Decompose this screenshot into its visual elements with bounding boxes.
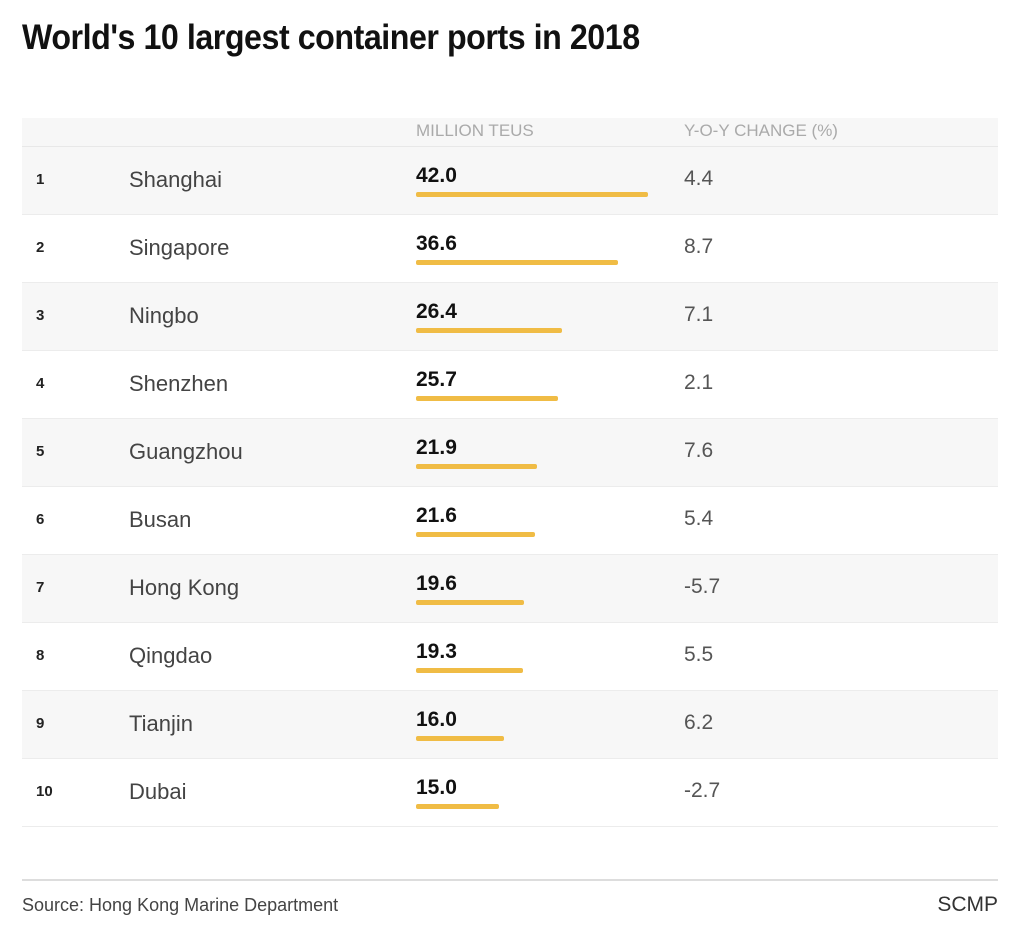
yoy-change: -2.7 — [684, 779, 721, 802]
teus-bar — [416, 736, 505, 741]
rank-label: 7 — [36, 579, 45, 596]
rank-label: 6 — [36, 511, 45, 528]
yoy-change: 8.7 — [684, 235, 714, 258]
table-row: 5 Guangzhou 21.9 7.6 — [22, 419, 998, 487]
port-name: Tianjin — [129, 711, 193, 736]
teus-bar — [416, 532, 536, 537]
footer-divider — [22, 879, 998, 881]
rank-label: 2 — [36, 239, 45, 256]
teus-value: 26.4 — [416, 300, 457, 323]
table-header: MILLION TEUS Y-O-Y CHANGE (%) — [22, 118, 998, 147]
brand-logo: SCMP — [937, 893, 998, 916]
teus-value: 21.6 — [416, 504, 457, 527]
teus-bar — [416, 668, 523, 673]
table-row: 1 Shanghai 42.0 4.4 — [22, 147, 998, 215]
teus-value: 42.0 — [416, 164, 457, 187]
rank-label: 8 — [36, 647, 45, 664]
port-name: Shenzhen — [129, 371, 229, 396]
port-name: Shanghai — [129, 167, 222, 192]
teus-value: 16.0 — [416, 708, 457, 731]
table-row: 7 Hong Kong 19.6 -5.7 — [22, 555, 998, 623]
table-row: 10 Dubai 15.0 -2.7 — [22, 759, 998, 827]
header-yoy: Y-O-Y CHANGE (%) — [684, 121, 838, 140]
port-name: Dubai — [129, 779, 187, 804]
table-row: 2 Singapore 36.6 8.7 — [22, 215, 998, 283]
ports-table: MILLION TEUS Y-O-Y CHANGE (%) 1 Shanghai 4… — [22, 118, 998, 827]
header-teus: MILLION TEUS — [416, 121, 534, 140]
port-name: Singapore — [129, 235, 230, 260]
yoy-change: 5.5 — [684, 643, 714, 666]
teus-value: 19.6 — [416, 572, 457, 595]
rank-label: 3 — [36, 307, 45, 324]
table-row: 3 Ningbo 26.4 7.1 — [22, 283, 998, 351]
teus-value: 19.3 — [416, 640, 457, 663]
teus-bar — [416, 328, 562, 333]
yoy-change: 7.1 — [684, 303, 714, 326]
port-name: Busan — [129, 507, 192, 532]
teus-value: 25.7 — [416, 368, 457, 391]
rank-label: 1 — [36, 171, 45, 188]
table-row: 6 Busan 21.6 5.4 — [22, 487, 998, 555]
rank-label: 5 — [36, 443, 45, 460]
rank-label: 10 — [36, 783, 53, 800]
yoy-change: 7.6 — [684, 439, 714, 462]
port-name: Qingdao — [129, 643, 213, 668]
rank-label: 4 — [36, 375, 45, 392]
port-name: Hong Kong — [129, 575, 240, 600]
table-row: 9 Tianjin 16.0 6.2 — [22, 691, 998, 759]
teus-value: 36.6 — [416, 232, 457, 255]
yoy-change: -5.7 — [684, 575, 721, 598]
chart-title: World's 10 largest container ports in 20… — [22, 18, 640, 57]
teus-value: 21.9 — [416, 436, 457, 459]
yoy-change: 4.4 — [684, 167, 714, 190]
yoy-change: 5.4 — [684, 507, 714, 530]
port-name: Ningbo — [129, 303, 199, 328]
teus-bar — [416, 260, 619, 265]
teus-bar — [416, 396, 558, 401]
teus-bar — [416, 192, 648, 197]
table-row: 4 Shenzhen 25.7 2.1 — [22, 351, 998, 419]
source-note: Source: Hong Kong Marine Department — [22, 895, 339, 915]
port-name: Guangzhou — [129, 439, 243, 464]
yoy-change: 6.2 — [684, 711, 714, 734]
table-row: 8 Qingdao 19.3 5.5 — [22, 623, 998, 691]
yoy-change: 2.1 — [684, 371, 714, 394]
teus-bar — [416, 804, 499, 809]
teus-bar — [416, 464, 537, 469]
teus-value: 15.0 — [416, 776, 457, 799]
teus-bar — [416, 600, 525, 605]
rank-label: 9 — [36, 715, 45, 732]
